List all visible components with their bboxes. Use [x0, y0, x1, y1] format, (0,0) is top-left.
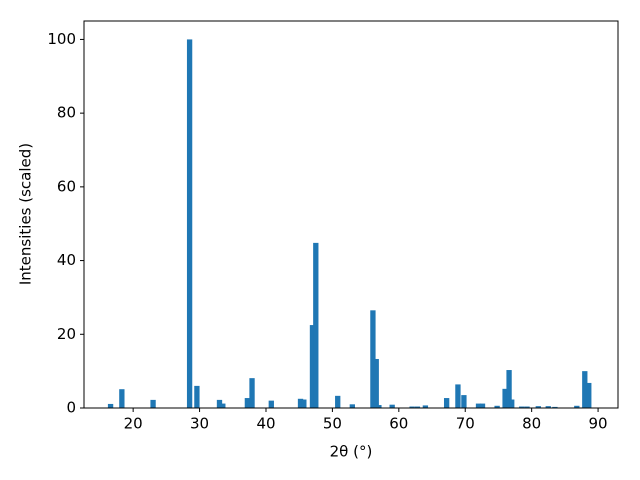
bar: [107, 403, 114, 408]
bar: [376, 405, 382, 408]
bar: [186, 39, 193, 409]
bar: [494, 405, 500, 408]
bar: [301, 399, 307, 408]
bar: [443, 398, 450, 408]
bar: [422, 405, 429, 408]
bar: [389, 404, 395, 408]
y-tick-label: 80: [57, 104, 76, 122]
x-tick-label: 60: [389, 415, 408, 433]
bar: [506, 370, 512, 408]
bar: [479, 403, 486, 408]
bar: [475, 403, 482, 408]
x-tick-label: 50: [323, 415, 342, 433]
y-tick-label: 0: [66, 399, 76, 417]
y-tick-label: 100: [47, 30, 76, 48]
bar: [119, 389, 125, 408]
x-tick-label: 90: [589, 415, 608, 433]
bar: [461, 395, 467, 408]
bar: [220, 403, 226, 408]
bar: [309, 325, 316, 408]
bar: [552, 406, 558, 408]
bar: [244, 398, 251, 408]
bar: [268, 400, 274, 408]
bar: [455, 384, 461, 408]
bar: [150, 399, 156, 408]
bar: [509, 399, 515, 408]
bar: [582, 371, 588, 408]
bar: [535, 406, 541, 408]
x-tick-label: 40: [256, 415, 275, 433]
x-tick-label: 80: [522, 415, 541, 433]
bar: [502, 388, 508, 408]
bar: [519, 406, 525, 408]
x-tick-label: 70: [456, 415, 475, 433]
bar: [414, 406, 421, 408]
bar: [586, 382, 592, 408]
bar: [545, 406, 551, 408]
y-tick-label: 20: [57, 325, 76, 343]
x-axis-label: 2θ (°): [330, 443, 373, 461]
x-tick-label: 20: [124, 415, 143, 433]
bar: [370, 310, 376, 408]
bar: [349, 404, 355, 408]
bar: [574, 405, 580, 408]
bar: [216, 399, 223, 408]
bar: [297, 398, 304, 408]
y-tick-label: 40: [57, 251, 76, 269]
bar: [524, 406, 530, 408]
bar: [373, 358, 379, 408]
y-tick-label: 60: [57, 177, 76, 195]
bar: [313, 242, 319, 408]
plot-frame: [83, 20, 619, 409]
bar: [335, 395, 341, 408]
bar: [249, 378, 255, 408]
y-axis-label: Intensities (scaled): [17, 143, 35, 285]
bar: [194, 385, 200, 408]
bar: [409, 406, 415, 408]
x-tick-label: 30: [190, 415, 209, 433]
